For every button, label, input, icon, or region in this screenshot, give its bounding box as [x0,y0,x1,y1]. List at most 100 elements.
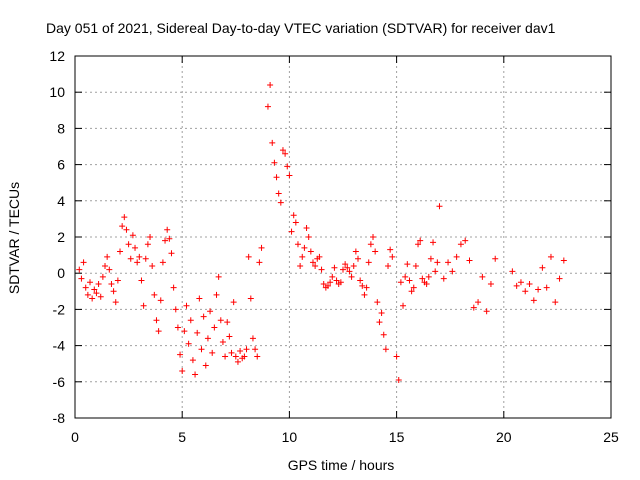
data-point [97,293,104,300]
data-point [427,255,434,262]
data-point [327,279,334,286]
data-point [359,282,366,289]
data-point [294,241,301,248]
data-point [316,253,323,260]
data-point [365,259,372,266]
data-point [400,302,407,309]
data-point [267,81,274,88]
data-point [114,277,121,284]
data-point [237,348,244,355]
data-point [189,357,196,364]
data-point [410,284,417,291]
data-point [301,244,308,251]
data-point [149,262,156,269]
data-point [230,299,237,306]
x-tick-label: 0 [71,429,79,445]
data-point [209,349,216,356]
data-point [228,349,235,356]
data-point [363,284,370,291]
data-point [215,273,222,280]
x-tick-label: 5 [178,429,186,445]
data-point [303,224,310,231]
data-point [140,302,147,309]
data-point [245,253,252,260]
data-point [535,286,542,293]
data-point [423,281,430,288]
data-point [560,257,567,264]
data-point [393,353,400,360]
data-point [517,279,524,286]
data-point [226,333,233,340]
data-point [305,234,312,240]
data-point [318,266,325,273]
y-tick-label: 6 [57,157,65,173]
data-point [95,281,102,288]
data-point [436,203,443,210]
data-point [425,273,432,280]
y-tick-label: 0 [57,265,65,281]
data-point [288,228,295,235]
data-point [247,295,254,302]
data-point [202,362,209,369]
data-point [552,299,559,306]
data-point [243,346,250,353]
data-point [217,317,224,324]
data-point [91,286,98,293]
data-point [82,284,89,291]
data-point [397,279,404,286]
x-tick-label: 15 [389,429,405,445]
data-point [556,275,563,282]
data-point [136,253,143,260]
x-tick-label: 25 [603,429,619,445]
data-point [185,340,192,347]
data-point [76,266,83,273]
y-tick-label: -6 [53,374,66,390]
data-point [258,244,265,251]
data-point [387,246,394,253]
data-point [164,226,171,233]
data-point [344,264,351,271]
data-point [155,328,162,335]
data-point [234,358,241,365]
y-tick-label: -4 [53,338,66,354]
y-tick-label: 4 [57,193,65,209]
y-tick-label: -2 [53,301,66,317]
data-point [282,150,289,157]
data-point [87,279,94,286]
data-point [402,273,409,280]
data-point [543,284,550,291]
data-point [198,346,205,353]
data-point [382,346,389,353]
x-axis-label: GPS time / hours [288,457,395,473]
data-point [84,291,91,298]
data-point [292,219,299,226]
y-tick-label: 12 [49,48,65,64]
data-point [142,255,149,262]
data-point [380,331,387,338]
data-point [181,328,188,335]
data-point [194,329,201,336]
data-point [475,299,482,306]
data-point [273,174,280,181]
data-point [138,277,145,284]
data-point [271,159,278,166]
data-point [333,277,340,284]
data-point [309,259,316,266]
data-point [102,262,109,269]
y-tick-label: 10 [49,84,65,100]
data-point [470,304,477,311]
data-point [370,234,377,240]
data-point [430,239,437,246]
data-point [256,259,263,266]
data-point [93,290,100,297]
data-point [445,259,452,266]
data-point [99,273,106,280]
data-point [252,346,259,353]
data-point [342,261,349,268]
data-points [76,81,567,383]
data-point [241,353,248,360]
data-point [127,255,134,262]
data-point [222,353,229,360]
data-point [432,268,439,275]
